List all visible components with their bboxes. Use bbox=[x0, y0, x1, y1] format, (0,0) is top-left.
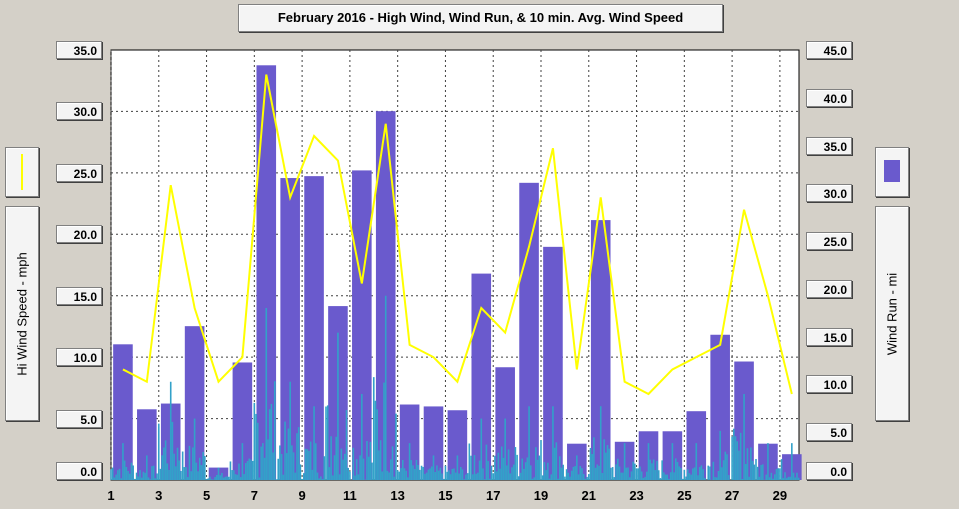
wind-run-bar bbox=[137, 409, 157, 480]
avg-wind-series bbox=[110, 295, 800, 480]
wind-run-bar bbox=[375, 111, 396, 481]
x-tick-label: 15 bbox=[438, 488, 452, 503]
tick-label: 20.0 bbox=[806, 279, 852, 298]
x-tick-label: 23 bbox=[629, 488, 643, 503]
wind-run-bar bbox=[184, 326, 205, 480]
tick-label: 15.0 bbox=[56, 286, 102, 305]
wind-run-bar bbox=[280, 178, 300, 481]
wind-run-bar bbox=[543, 246, 563, 480]
x-tick-label: 17 bbox=[486, 488, 500, 503]
grid-lines bbox=[110, 50, 799, 480]
right-axis-label-box: Wind Run - mi bbox=[875, 206, 909, 421]
wind-run-bar bbox=[447, 410, 468, 480]
tick-label: 15.0 bbox=[806, 327, 852, 346]
legend-wind-run bbox=[875, 147, 909, 197]
x-tick-labels: 1 3 5 7 9 11 13 15 17 19 21 23 25 27 29 bbox=[107, 488, 787, 503]
tick-label: 5.0 bbox=[56, 409, 102, 428]
x-tick-label: 13 bbox=[390, 488, 404, 503]
tick-label: 10.0 bbox=[806, 375, 852, 394]
wind-run-bar bbox=[113, 344, 133, 480]
x-tick-label: 3 bbox=[155, 488, 162, 503]
wind-run-bar bbox=[304, 176, 324, 480]
tick-label: 20.0 bbox=[56, 225, 102, 244]
tick-label: 35.0 bbox=[806, 136, 852, 155]
chart-title: February 2016 - High Wind, Wind Run, & 1… bbox=[238, 4, 723, 32]
x-tick-label: 19 bbox=[534, 488, 548, 503]
tick-label: 25.0 bbox=[806, 232, 852, 251]
x-tick-label: 11 bbox=[343, 488, 357, 503]
tick-label: 30.0 bbox=[56, 102, 102, 121]
wind-run-bar bbox=[256, 65, 277, 481]
tick-label: 45.0 bbox=[806, 41, 852, 59]
wind-run-bar bbox=[590, 220, 611, 481]
tick-label: 5.0 bbox=[806, 423, 852, 442]
wind-run-bar bbox=[423, 406, 444, 480]
tick-label: 30.0 bbox=[806, 184, 852, 203]
x-tick-label: 25 bbox=[677, 488, 691, 503]
tick-label: 25.0 bbox=[56, 163, 102, 182]
left-axis-label-box: Hi Wind Speed - mph bbox=[5, 206, 39, 421]
wind-run-bar bbox=[710, 334, 730, 480]
x-tick-label: 27 bbox=[725, 488, 739, 503]
tick-label: 10.0 bbox=[56, 348, 102, 367]
legend-hi-wind bbox=[5, 147, 39, 197]
x-tick-label: 1 bbox=[107, 488, 114, 503]
x-tick-label: 29 bbox=[773, 488, 787, 503]
tick-label: 35.0 bbox=[56, 41, 102, 59]
wind-run-bar bbox=[399, 404, 420, 480]
legend-bar-swatch bbox=[884, 160, 900, 182]
x-tick-label: 21 bbox=[582, 488, 596, 503]
wind-run-bar bbox=[232, 362, 253, 480]
tick-label: 0.0 bbox=[56, 462, 102, 480]
wind-run-bars bbox=[113, 65, 802, 481]
hi-wind-line bbox=[122, 74, 793, 396]
x-tick-label: 9 bbox=[298, 488, 305, 503]
x-tick-label: 7 bbox=[251, 488, 258, 503]
wind-run-bar bbox=[519, 182, 539, 481]
tick-label: 40.0 bbox=[806, 88, 852, 107]
tick-label: 0.0 bbox=[806, 462, 852, 480]
x-tick-label: 5 bbox=[203, 488, 210, 503]
legend-line-swatch bbox=[21, 154, 23, 190]
